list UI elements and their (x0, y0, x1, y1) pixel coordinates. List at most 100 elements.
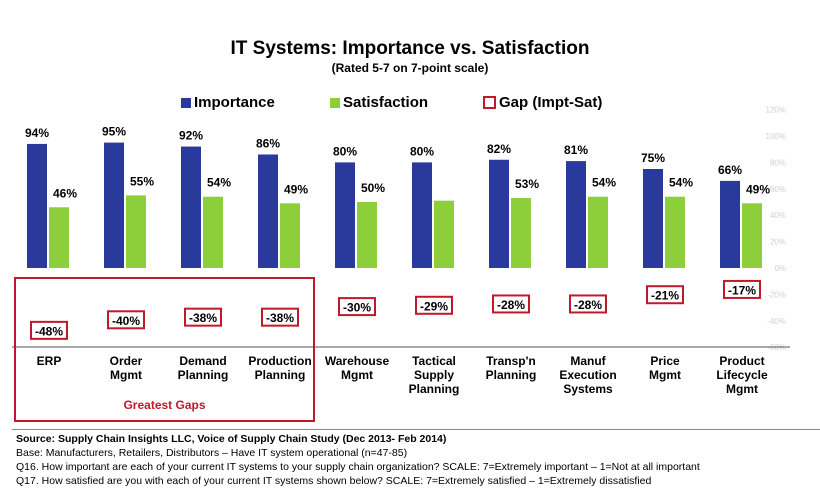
category-label: Product (719, 354, 764, 368)
gap-box (569, 294, 607, 314)
importance-value-label: 86% (256, 136, 280, 150)
importance-bar (489, 159, 509, 268)
importance-bar (335, 162, 355, 268)
gap-box (415, 295, 453, 315)
bar-chart: 120% 100% 80% 60% 40% 20% 0% -20% -40% -60% 94% 46%… (12, 106, 790, 396)
category-label: Planning (255, 368, 306, 382)
chart-title: IT Systems: Importance vs. Satisfaction (230, 38, 590, 59)
legend-importance: Importance (181, 94, 275, 111)
importance-bar (412, 162, 432, 268)
greatest-gaps-box: Greatest Gaps (14, 277, 315, 422)
category-label: Price (650, 354, 680, 368)
category-label: Lifecycle (716, 368, 768, 382)
gap-value-label: -30% (343, 301, 371, 315)
satisfaction-value-label: 49% (746, 182, 770, 196)
gap-value-label: -28% (497, 298, 525, 312)
gap-value-label: -28% (574, 298, 602, 312)
importance-bar (643, 169, 663, 268)
y-tick-label: 60% (770, 185, 786, 194)
y-tick-label: -20% (767, 290, 786, 299)
gap-value-label: -40% (112, 314, 140, 328)
category-label: Systems (563, 382, 613, 396)
importance-bar (181, 146, 201, 268)
satisfaction-value-label: 50% (361, 181, 385, 195)
y-tick-label: -60% (767, 343, 786, 352)
category-label: Planning (486, 368, 537, 382)
satisfaction-value-label: 53% (515, 177, 539, 191)
category-label: Mgmt (110, 368, 142, 382)
category-label: Production (248, 354, 311, 368)
satisfaction-bar (280, 203, 300, 268)
legend-satisfaction-swatch (330, 97, 340, 108)
gap-box (338, 297, 376, 317)
importance-value-label: 92% (179, 129, 203, 143)
importance-value-label: 80% (410, 144, 434, 158)
gap-box (107, 310, 145, 330)
footer-divider (12, 429, 820, 430)
category-label: Mgmt (649, 368, 681, 382)
category-label: Supply (414, 368, 454, 382)
footer-q17: Q17. How satisfied are you with each of … (16, 475, 652, 487)
category-label: Transp'n (486, 354, 536, 368)
footer-source: Source: Supply Chain Insights LLC, Voice… (16, 433, 447, 445)
satisfaction-bar (511, 198, 531, 268)
importance-value-label: 80% (333, 144, 357, 158)
satisfaction-value-label: 49% (284, 182, 308, 196)
y-tick-label: 80% (770, 158, 786, 167)
category-label: Manuf (570, 354, 606, 368)
importance-bar (104, 142, 124, 268)
y-tick-label: 120% (766, 106, 786, 115)
satisfaction-value-label: 55% (130, 174, 154, 188)
gap-value-label: -38% (189, 311, 217, 325)
satisfaction-bar (742, 203, 762, 268)
satisfaction-bar (203, 196, 223, 268)
gap-value-label: -29% (420, 299, 448, 313)
y-tick-label: 100% (766, 132, 786, 141)
importance-value-label: 95% (102, 125, 126, 139)
gap-value-label: -17% (728, 283, 756, 297)
legend-gap: Gap (Impt-Sat) (483, 94, 602, 111)
legend-importance-label: Importance (194, 94, 275, 111)
gap-box (723, 279, 761, 299)
chart-subtitle: (Rated 5-7 on 7-point scale) (331, 61, 489, 75)
legend-gap-swatch (483, 96, 496, 109)
y-tick-label: 20% (770, 238, 786, 247)
importance-value-label: 66% (718, 163, 742, 177)
legend-importance-swatch (181, 97, 191, 108)
importance-bar (566, 161, 586, 268)
importance-value-label: 82% (487, 142, 511, 156)
category-label: Planning (178, 368, 229, 382)
category-label: Mgmt (341, 368, 373, 382)
gap-value-label: -21% (651, 289, 679, 303)
satisfaction-value-label: 54% (669, 176, 693, 190)
category-label: Mgmt (726, 382, 758, 396)
gap-box (492, 294, 530, 314)
gap-box (184, 307, 222, 327)
importance-bar (258, 154, 278, 268)
gap-value-label: -38% (266, 311, 294, 325)
importance-value-label: 75% (641, 151, 665, 165)
y-tick-label: 0% (774, 264, 786, 273)
gap-box (30, 320, 68, 340)
y-tick-label: 40% (770, 211, 786, 220)
footer-q16: Q16. How important are each of your curr… (16, 461, 700, 473)
importance-bar (720, 180, 740, 268)
gap-box (261, 307, 299, 327)
gap-value-label: -48% (35, 324, 63, 338)
satisfaction-value-label: 54% (592, 176, 616, 190)
gap-box (646, 285, 684, 305)
legend-satisfaction: Satisfaction (330, 94, 428, 111)
category-label: Warehouse (325, 354, 390, 368)
satisfaction-value-label: 46% (53, 186, 77, 200)
category-label: Execution (559, 368, 616, 382)
satisfaction-bar (49, 207, 69, 268)
legend-satisfaction-label: Satisfaction (343, 94, 429, 111)
importance-value-label: 94% (25, 126, 49, 140)
legend: Importance Satisfaction Gap (Impt-Sat) (0, 94, 820, 116)
satisfaction-bar (588, 196, 608, 268)
greatest-gaps-label: Greatest Gaps (123, 398, 206, 412)
category-label: Tactical (412, 354, 456, 368)
satisfaction-value-label: 54% (207, 176, 231, 190)
satisfaction-bar (665, 196, 685, 268)
category-label: ERP (37, 354, 62, 368)
